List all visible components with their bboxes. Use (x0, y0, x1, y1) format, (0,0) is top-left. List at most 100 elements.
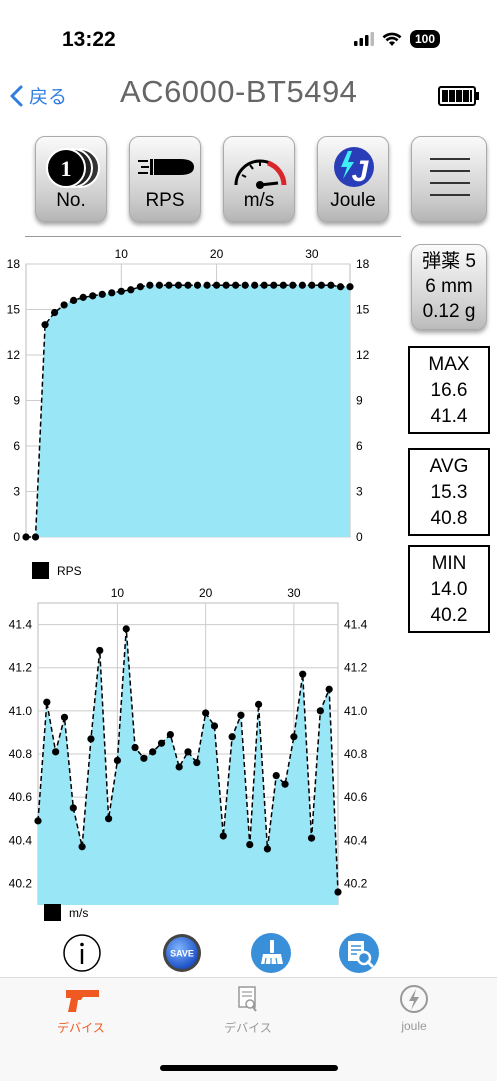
svg-text:1: 1 (61, 156, 72, 181)
rps-data-point (317, 281, 326, 289)
search-log-icon[interactable] (338, 932, 380, 974)
joule-button[interactable]: J Joule (317, 136, 389, 222)
tab-devices[interactable]: デバイス (21, 984, 141, 1036)
avg-stat-box: AVG 15.3 40.8 (408, 448, 490, 536)
rps-y-tick-label-left: 18 (7, 257, 21, 271)
rps-legend-label: RPS (57, 563, 82, 578)
ms-data-point (60, 713, 69, 721)
rps-data-point (146, 281, 154, 289)
rps-y-tick-label-left: 9 (13, 394, 20, 408)
rps-data-point (117, 287, 125, 295)
ms-data-point (228, 733, 236, 741)
ammo-button[interactable]: 弾薬 5 6 mm 0.12 g (411, 244, 487, 330)
rps-button[interactable]: RPS (129, 136, 201, 222)
rps-data-point (346, 283, 354, 291)
rps-legend: RPS (32, 562, 82, 579)
rps-data-point (70, 296, 78, 304)
rps-data-point (22, 533, 30, 541)
rps-data-point (203, 281, 211, 289)
ms-data-point (299, 670, 307, 678)
rps-data-point (251, 281, 259, 289)
velocity-button[interactable]: m/s (223, 136, 295, 222)
avg-label: AVG (429, 456, 469, 477)
menu-button[interactable] (411, 136, 487, 222)
rps-y-tick-label-left: 0 (13, 530, 20, 544)
ms-y-tick-label-left: 40.2 (9, 876, 33, 890)
rps-y-tick-label-left: 12 (7, 348, 21, 362)
rps-area-fill (26, 285, 350, 537)
rps-data-point (289, 281, 297, 289)
save-icon[interactable]: SAVE (161, 932, 203, 974)
rps-data-point (31, 533, 40, 541)
ms-y-tick-label-left: 40.8 (9, 747, 33, 761)
rps-data-point (279, 281, 287, 289)
rps-data-point (89, 292, 97, 300)
ms-data-point (281, 780, 289, 788)
rps-data-point (184, 281, 192, 289)
pistol-icon (66, 990, 99, 1012)
save-icon-label: SAVE (170, 949, 194, 959)
min-rps: 14.0 (430, 579, 468, 600)
rps-data-point (50, 308, 59, 317)
page-title: AC6000-BT5494 (120, 74, 358, 109)
max-stat-box: MAX 16.6 41.4 (408, 346, 490, 434)
rps-y-tick-label-right: 6 (356, 439, 363, 453)
ms-data-point (184, 748, 192, 756)
ms-data-point (166, 730, 174, 739)
rps-data-point (232, 281, 240, 289)
tab-joule-label: joule (401, 1019, 427, 1033)
info-icon[interactable] (61, 932, 103, 974)
shot-number-button[interactable]: 1 No. (35, 136, 107, 222)
tab-devices-label: デバイス (57, 1021, 105, 1035)
ms-data-point (104, 815, 113, 823)
home-indicator (160, 1065, 338, 1071)
ms-data-point (87, 735, 95, 743)
ms-data-point (219, 832, 227, 840)
rps-data-point (60, 301, 68, 309)
battery-level: 100 (410, 30, 441, 48)
rps-y-tick-label-right: 3 (356, 485, 363, 499)
ms-data-point (316, 707, 324, 715)
svg-text:J: J (352, 155, 370, 188)
max-rps: 16.6 (430, 380, 468, 401)
rps-x-tick-label: 30 (305, 247, 319, 261)
status-time: 13:22 (62, 28, 116, 51)
rps-y-tick-label-right: 9 (356, 394, 363, 408)
tab-devices-2[interactable]: デバイス (188, 984, 308, 1036)
ammo-caliber: 6 mm (425, 276, 473, 297)
rps-y-tick-label-right: 12 (356, 348, 370, 362)
ms-legend: m/s (44, 904, 88, 921)
rps-data-point (41, 321, 49, 329)
ms-y-tick-label-left: 40.6 (9, 790, 33, 804)
ms-data-point (96, 646, 104, 655)
wifi-icon (382, 32, 402, 46)
coins-icon: 1 (46, 148, 100, 188)
menu-icon (430, 158, 470, 196)
ms-x-tick-label: 20 (199, 586, 213, 600)
ms-y-tick-label-right: 40.6 (344, 790, 368, 804)
ms-data-point (140, 754, 148, 762)
ms-data-point (43, 698, 51, 706)
max-ms: 41.4 (430, 406, 468, 427)
ms-y-tick-label-right: 41.0 (344, 704, 368, 718)
rps-y-tick-label-right: 15 (356, 303, 370, 317)
ammo-weight: 0.12 g (422, 301, 476, 322)
ms-data-point (69, 804, 77, 812)
rps-y-tick-label-right: 0 (356, 530, 363, 544)
tab-joule[interactable]: joule (354, 984, 474, 1033)
rps-data-point (165, 281, 173, 289)
min-stat-box: MIN 14.0 40.2 (408, 545, 490, 633)
ms-y-tick-label-left: 40.4 (9, 833, 33, 847)
ms-data-point (149, 748, 157, 756)
status-icons: 100 (354, 30, 441, 48)
rps-x-tick-label: 10 (115, 247, 129, 261)
ms-data-point (210, 722, 219, 730)
back-button[interactable]: 戻る (10, 82, 67, 109)
clear-icon[interactable] (250, 932, 292, 974)
device-battery-icon (438, 86, 479, 106)
ms-data-point (113, 756, 122, 765)
bullet-icon (138, 159, 194, 175)
ms-data-point (325, 685, 333, 693)
ms-y-tick-label-left: 41.0 (9, 704, 33, 718)
rps-data-point (212, 281, 221, 289)
